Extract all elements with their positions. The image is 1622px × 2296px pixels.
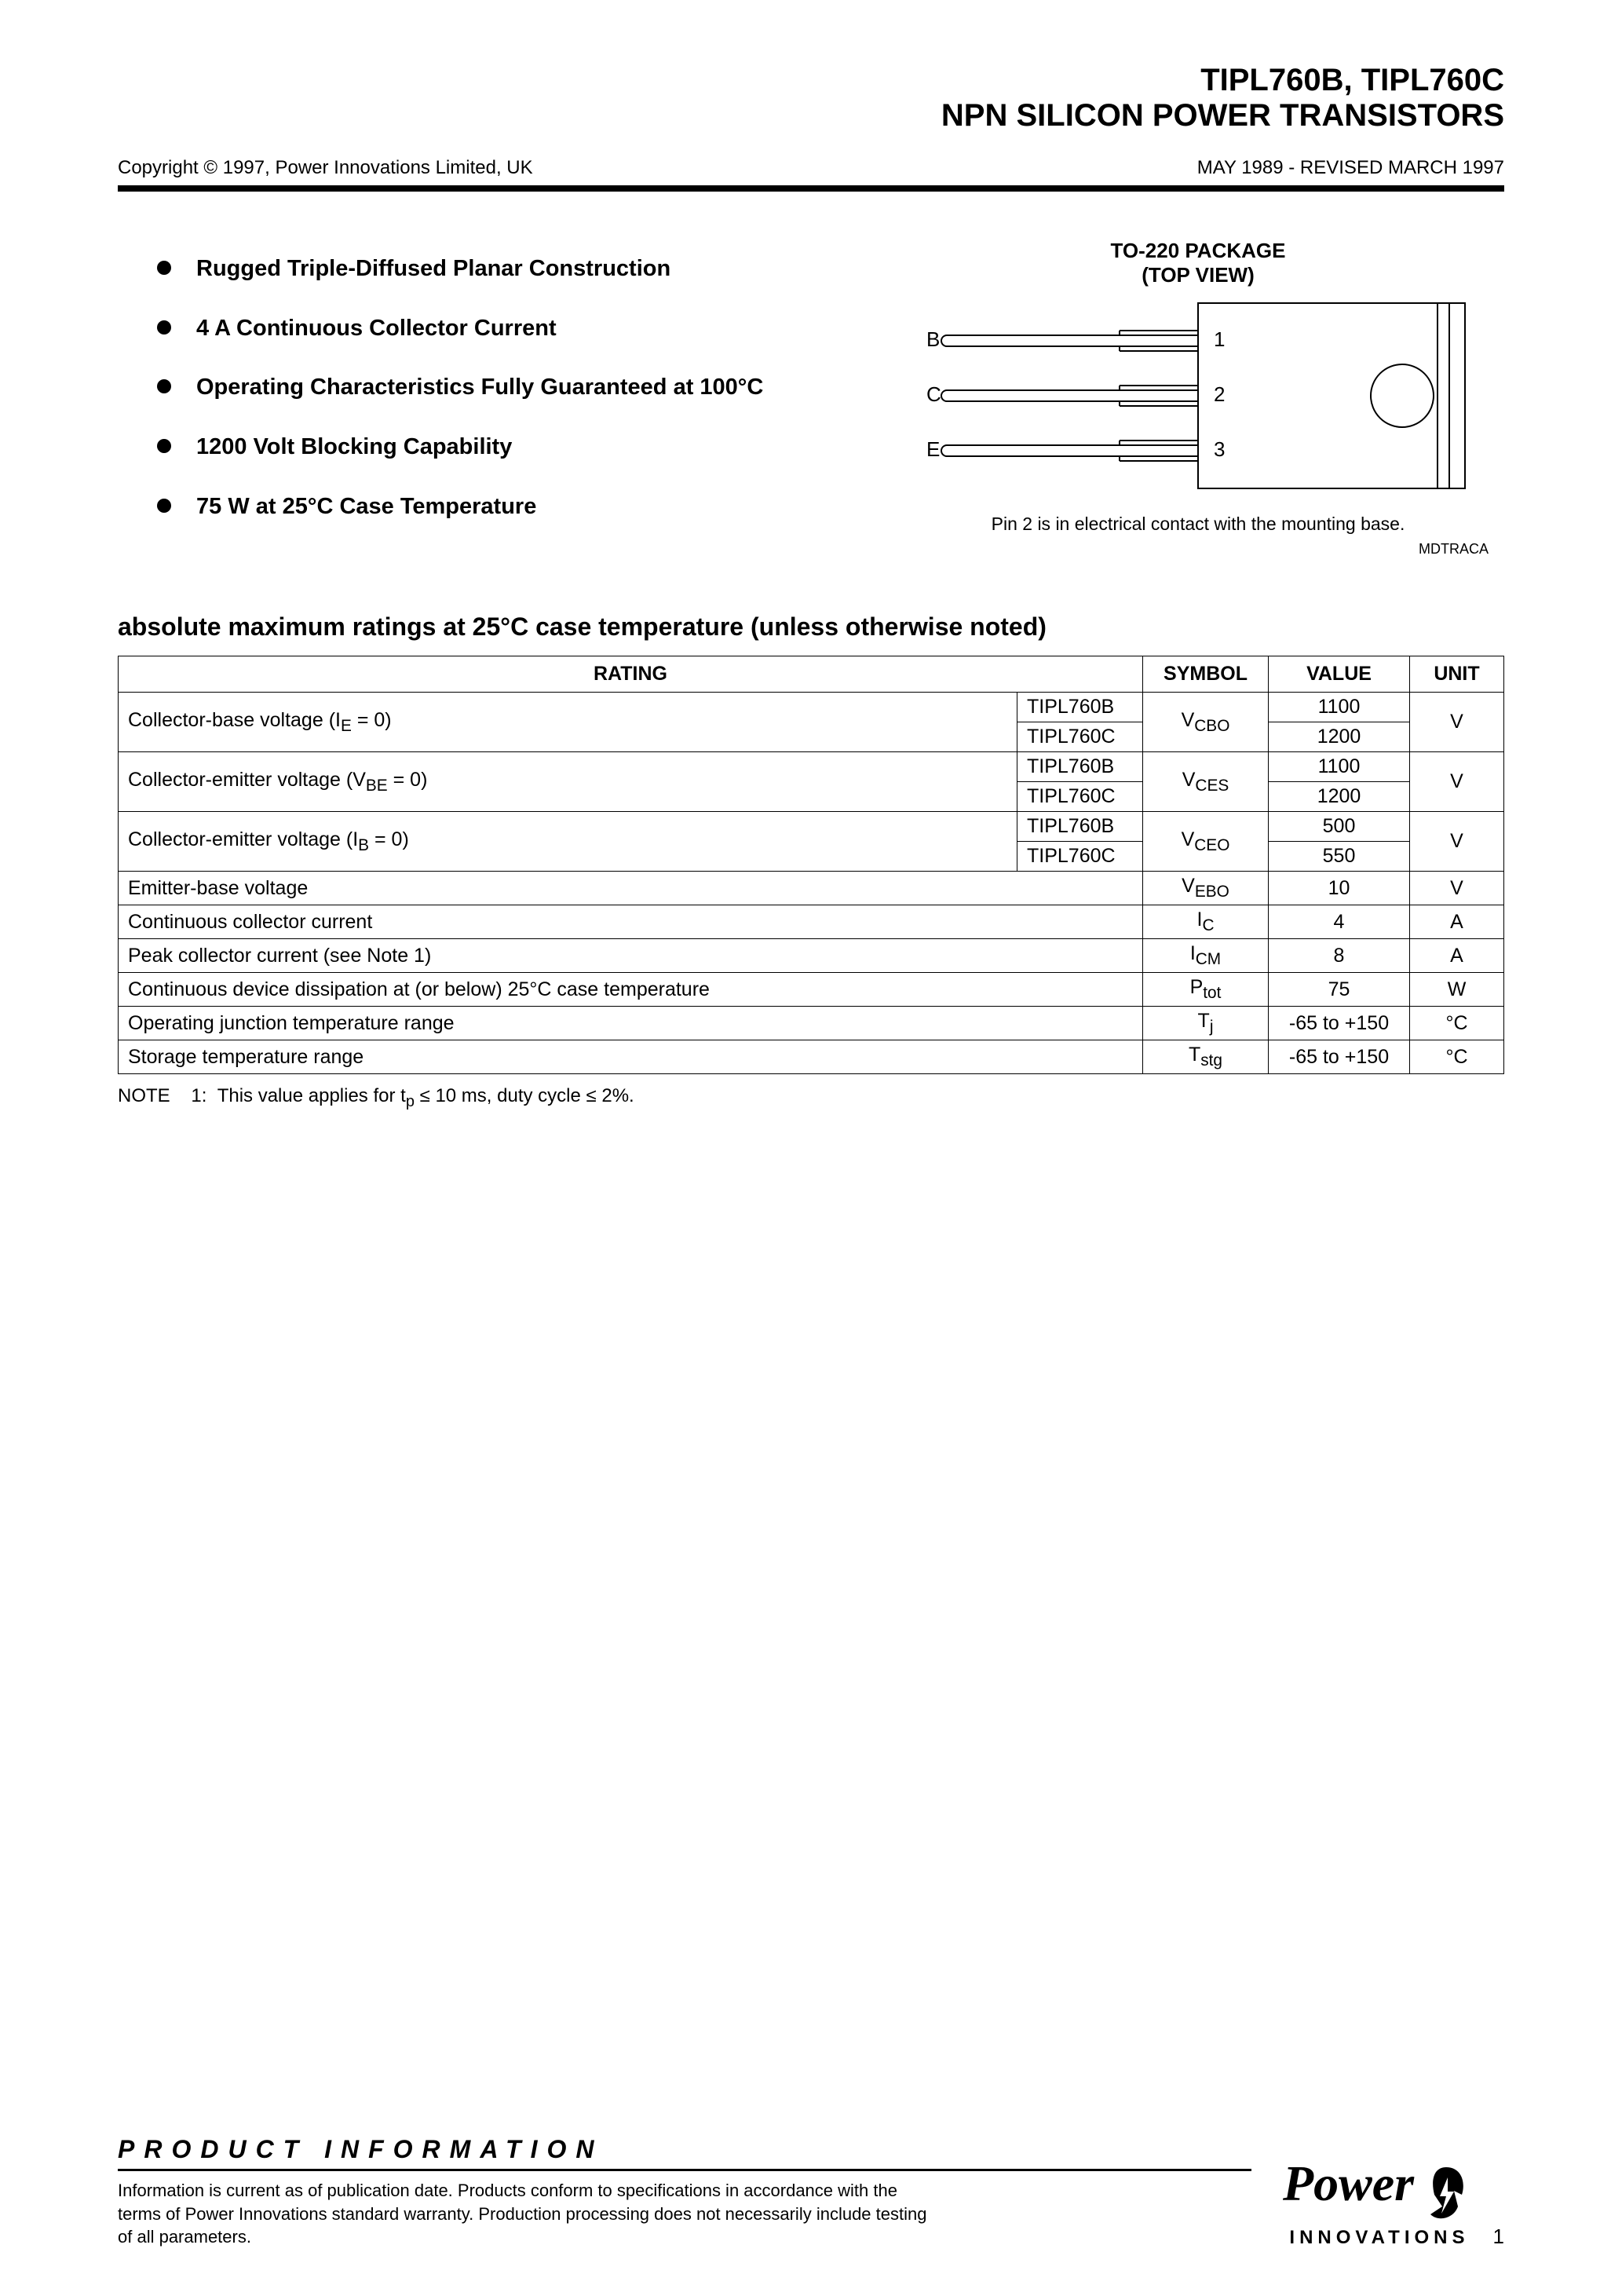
product-info-text: Information is current as of publication… [118, 2179, 942, 2249]
feature-item: 75 W at 25°C Case Temperature [157, 492, 845, 522]
package-svg: B 1 C 2 E 3 [915, 302, 1481, 498]
svg-text:E: E [926, 437, 940, 461]
table-row: Collector-base voltage (IE = 0)TIPL760BV… [119, 693, 1504, 722]
feature-item: Operating Characteristics Fully Guarante… [157, 373, 845, 403]
table-row: Collector-emitter voltage (IB = 0)TIPL76… [119, 812, 1504, 842]
table-row: Continuous collector currentIC4A [119, 905, 1504, 939]
ratings-thead: RATINGSYMBOLVALUEUNIT [119, 656, 1504, 693]
lightning-icon [1423, 2163, 1470, 2230]
company-logo: Power INNOVATIONS [1283, 2155, 1470, 2249]
ratings-note: NOTE 1: This value applies for tp ≤ 10 m… [118, 1085, 1504, 1111]
table-row: Collector-emitter voltage (VBE = 0)TIPL7… [119, 752, 1504, 782]
ratings-table: RATINGSYMBOLVALUEUNIT Collector-base vol… [118, 656, 1504, 1074]
table-row: Emitter-base voltageVEBO10V [119, 872, 1504, 905]
svg-text:3: 3 [1214, 437, 1225, 461]
document-title: TIPL760B, TIPL760C NPN SILICON POWER TRA… [118, 63, 1504, 133]
logo-sub-text: INNOVATIONS [1283, 2227, 1470, 2249]
page-number: 1 [1493, 2225, 1504, 2249]
title-line-2: NPN SILICON POWER TRANSISTORS [118, 98, 1504, 133]
package-note: Pin 2 is in electrical contact with the … [892, 514, 1504, 535]
top-section: Rugged Triple-Diffused Planar Constructi… [157, 239, 1504, 558]
package-diagram: TO-220 PACKAGE (TOP VIEW) B 1 C 2 E 3 Pin 2 i… [892, 239, 1504, 558]
feature-list: Rugged Triple-Diffused Planar Constructi… [157, 239, 845, 558]
package-code: MDTRACA [892, 541, 1504, 558]
table-row: Storage temperature rangeTstg-65 to +150… [119, 1040, 1504, 1074]
svg-text:B: B [926, 327, 940, 351]
svg-text:2: 2 [1214, 382, 1225, 406]
package-subtitle: (TOP VIEW) [892, 263, 1504, 287]
feature-item: Rugged Triple-Diffused Planar Constructi… [157, 254, 845, 284]
table-row: Peak collector current (see Note 1)ICM8A [119, 939, 1504, 973]
ratings-tbody: Collector-base voltage (IE = 0)TIPL760BV… [119, 693, 1504, 1074]
revision-date: MAY 1989 - REVISED MARCH 1997 [1197, 157, 1504, 179]
table-row: Continuous device dissipation at (or bel… [119, 973, 1504, 1007]
footer: PRODUCT INFORMATION Information is curre… [118, 2135, 1504, 2249]
header-rule [118, 185, 1504, 192]
svg-text:1: 1 [1214, 327, 1225, 351]
feature-item: 4 A Continuous Collector Current [157, 314, 845, 344]
feature-item: 1200 Volt Blocking Capability [157, 433, 845, 462]
package-title: TO-220 PACKAGE [892, 239, 1504, 263]
product-info-heading: PRODUCT INFORMATION [118, 2135, 1251, 2171]
table-row: Operating junction temperature rangeTj-6… [119, 1007, 1504, 1040]
svg-text:C: C [926, 382, 941, 406]
header-bar: Copyright © 1997, Power Innovations Limi… [118, 157, 1504, 185]
copyright-text: Copyright © 1997, Power Innovations Limi… [118, 157, 533, 179]
title-line-1: TIPL760B, TIPL760C [118, 63, 1504, 98]
logo-main-text: Power [1283, 2155, 1414, 2213]
ratings-heading: absolute maximum ratings at 25°C case te… [118, 612, 1504, 642]
